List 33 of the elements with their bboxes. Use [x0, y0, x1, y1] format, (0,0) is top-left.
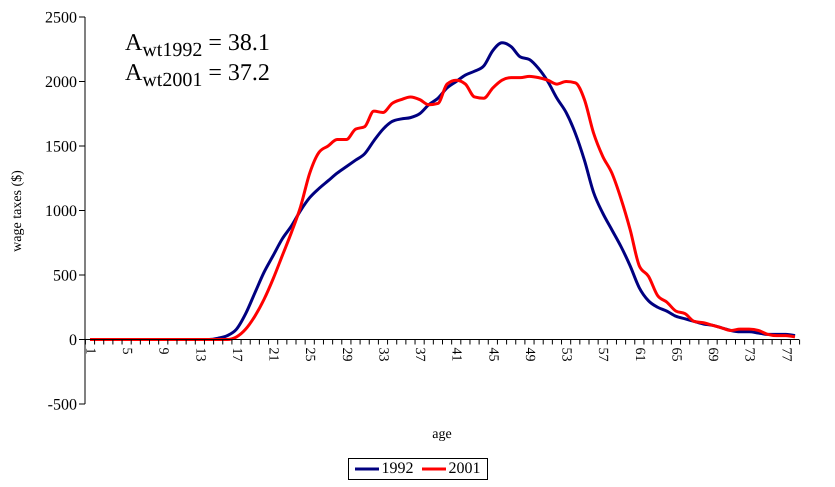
x-tick-label: 5	[119, 348, 134, 354]
x-tick-label: 41	[448, 348, 464, 362]
x-axis-title: age	[431, 427, 453, 443]
x-tick-label: 57	[595, 348, 610, 362]
x-tick-label: 73	[742, 348, 757, 362]
x-tick-label: 9	[156, 348, 171, 354]
x-tick-label: 49	[522, 348, 537, 362]
x-tick-label: 45	[485, 348, 500, 362]
x-tick-label: 37	[412, 348, 428, 362]
x-tick-label: 65	[668, 348, 684, 362]
x-tick-label: 17	[228, 348, 244, 362]
x-tick-label: 61	[632, 348, 647, 362]
x-tick-label: 25	[302, 348, 318, 362]
annotation: A$_{wt2001}$ = 37.2	[125, 60, 270, 93]
legend-label: 1992	[382, 460, 414, 478]
y-tick-label: 2000	[45, 74, 77, 92]
annotation: A$_{wt1992}$ = 38.1	[125, 30, 270, 61]
y-axis-title: wage taxes ($)	[10, 170, 26, 252]
y-tick-label: -500	[48, 396, 77, 414]
y-tick-label: 1000	[45, 203, 77, 220]
legend-label: 2001	[448, 460, 480, 478]
y-tick-label: 0	[69, 332, 77, 350]
x-tick-label: 69	[705, 348, 720, 362]
x-tick-label: 21	[266, 348, 281, 362]
x-tick-label: 13	[192, 348, 208, 362]
y-tick-label: 2500	[45, 10, 77, 27]
x-tick-label: 77	[778, 348, 794, 362]
x-tick-label: 53	[558, 348, 574, 362]
x-tick-label: 29	[338, 348, 354, 362]
x-tick-label: 33	[375, 348, 390, 362]
y-tick-label: 500	[53, 268, 77, 285]
y-tick-label: 1500	[45, 138, 77, 156]
x-tick-label: 1	[82, 348, 98, 354]
